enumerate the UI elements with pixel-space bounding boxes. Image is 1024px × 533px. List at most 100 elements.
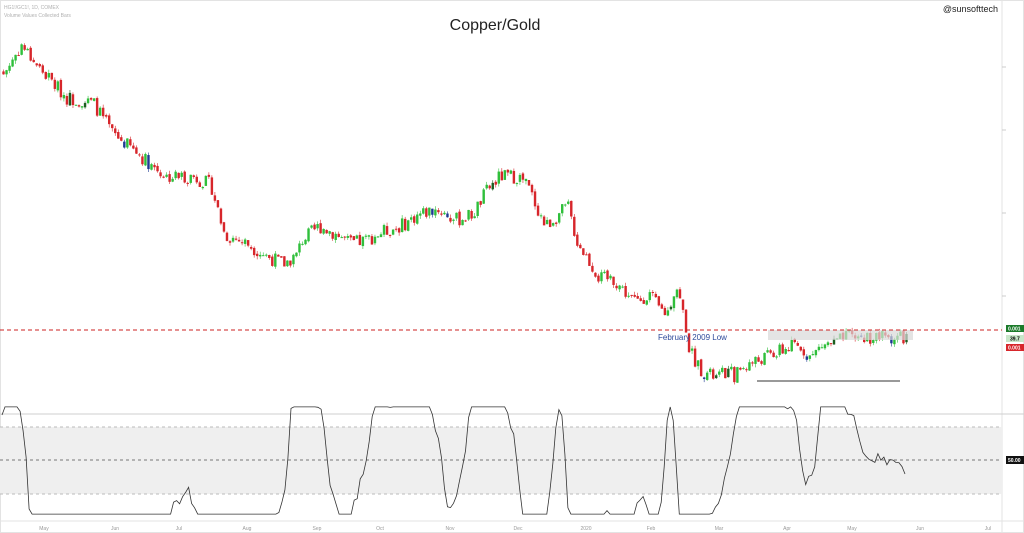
- candle-body: [760, 361, 763, 364]
- candle-body: [62, 95, 66, 99]
- candle-body: [808, 355, 812, 359]
- time-axis-label: Jun: [916, 526, 924, 532]
- candle-body: [805, 356, 809, 360]
- candle-body: [222, 222, 226, 232]
- candle-body: [274, 253, 277, 267]
- candle-body: [228, 241, 232, 243]
- candle-body: [476, 201, 479, 216]
- candle-body: [379, 234, 383, 238]
- candle-body: [769, 350, 772, 353]
- candle-body: [551, 223, 555, 226]
- candle-body: [739, 367, 742, 370]
- candle-body: [663, 307, 667, 316]
- candle-body: [627, 295, 630, 297]
- candle-body: [817, 346, 821, 351]
- candle-body: [17, 55, 20, 57]
- candle-body: [660, 304, 664, 309]
- middle-price-tag: [1006, 335, 1024, 342]
- candle-body: [367, 235, 371, 237]
- candle-body: [126, 138, 129, 148]
- middle-price-tag-text: 39.7: [1010, 337, 1020, 343]
- green-price-tag: [1006, 325, 1024, 332]
- candle-body: [591, 265, 594, 272]
- candle-body: [120, 137, 123, 141]
- candle-body: [65, 96, 69, 105]
- candle-body: [337, 233, 340, 237]
- candle-body: [413, 216, 416, 223]
- red-price-tag-text: 0.001: [1008, 346, 1021, 352]
- candle-body: [733, 367, 736, 383]
- candle-body: [289, 260, 292, 266]
- candle-body: [811, 354, 815, 356]
- candle-body: [561, 204, 564, 214]
- candle-body: [564, 204, 567, 206]
- candle-body: [455, 212, 458, 219]
- candle-body: [391, 229, 395, 235]
- time-axis-label: May: [39, 526, 49, 532]
- candle-body: [872, 339, 875, 343]
- candle-body: [2, 71, 5, 75]
- red-price-tag: [1006, 344, 1024, 351]
- candle-body: [654, 293, 658, 298]
- candle-body: [893, 339, 896, 345]
- candle-body: [156, 165, 159, 172]
- rsi-value-tag: [1006, 456, 1024, 464]
- candle-body: [820, 347, 824, 349]
- candle-body: [189, 174, 192, 183]
- candle-body: [198, 182, 202, 187]
- candle-body: [784, 348, 787, 354]
- time-axis-label: Nov: [446, 526, 455, 532]
- candle-body: [210, 177, 214, 195]
- candle-body: [736, 367, 739, 383]
- candle-body: [742, 368, 745, 370]
- candle-body: [509, 170, 513, 174]
- rsi-value-tag-text: 50.00: [1008, 458, 1021, 464]
- candle-body: [44, 71, 47, 79]
- candle-body: [301, 243, 304, 245]
- candle-body: [479, 201, 482, 205]
- candle-body: [192, 175, 195, 178]
- candle-body: [38, 64, 41, 67]
- candle-body: [108, 115, 111, 125]
- candle-body: [92, 98, 96, 101]
- candle-body: [292, 254, 295, 265]
- candle-body: [693, 348, 697, 367]
- candle-body: [506, 169, 510, 173]
- candle-body: [416, 214, 419, 224]
- candle-body: [144, 153, 147, 166]
- candle-body: [600, 272, 603, 282]
- time-axis-label: 2020: [580, 526, 591, 532]
- candle-body: [630, 294, 633, 296]
- candle-body: [594, 272, 597, 277]
- candle-body: [271, 256, 274, 266]
- candle-body: [763, 352, 766, 365]
- candle-body: [618, 285, 621, 290]
- candle-body: [71, 94, 75, 106]
- candle-body: [243, 239, 247, 244]
- candle-body: [557, 213, 561, 223]
- candle-body: [488, 185, 491, 189]
- candle-body: [651, 291, 655, 294]
- candle-body: [675, 289, 679, 298]
- candle-body: [699, 359, 703, 377]
- time-axis-label: Apr: [783, 526, 791, 532]
- candle-body: [796, 343, 799, 346]
- candle-body: [497, 171, 500, 184]
- candle-body: [5, 70, 8, 75]
- candle-body: [252, 247, 256, 256]
- candle-body: [548, 219, 552, 227]
- candle-body: [313, 224, 316, 230]
- candle-body: [50, 72, 54, 80]
- candle-body: [213, 195, 217, 201]
- candle-body: [705, 372, 709, 380]
- candle-body: [361, 236, 365, 247]
- candle-body: [672, 296, 676, 309]
- candle-body: [283, 256, 286, 267]
- candle-body: [129, 139, 132, 146]
- candle-body: [567, 201, 570, 204]
- candle-body: [530, 184, 534, 193]
- candle-body: [262, 255, 265, 257]
- candle-body: [515, 183, 519, 185]
- candle-body: [138, 154, 141, 156]
